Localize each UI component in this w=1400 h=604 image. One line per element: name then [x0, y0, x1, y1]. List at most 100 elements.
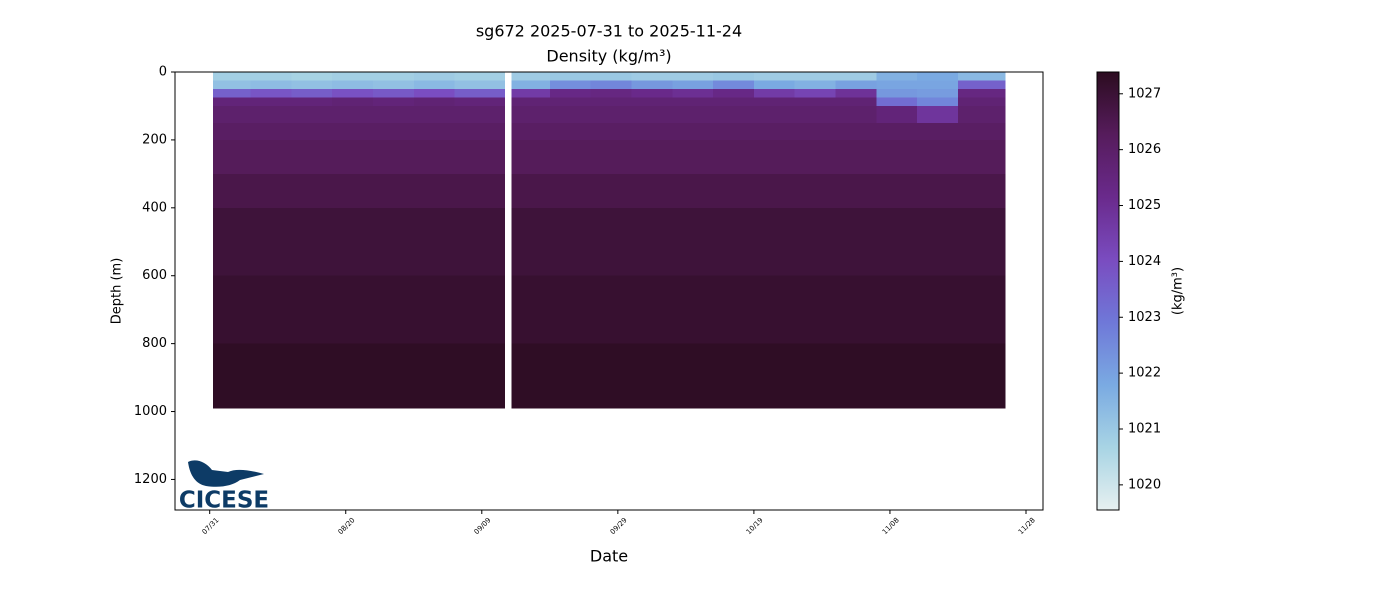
density-cell: [957, 343, 1006, 409]
density-cell: [876, 72, 918, 82]
density-cell: [291, 275, 333, 345]
density-cell: [957, 97, 1006, 107]
colorbar-tick-label: 1027: [1128, 86, 1161, 101]
density-cell: [753, 139, 796, 175]
density-cell: [250, 343, 292, 409]
y-axis-label: Depth (m): [110, 258, 125, 325]
density-cell: [917, 97, 959, 107]
density-cell: [631, 105, 673, 124]
x-tick-label: 11/08: [881, 516, 901, 536]
density-cell: [291, 80, 333, 90]
density-cell: [372, 105, 415, 124]
density-cell: [511, 88, 551, 99]
density-cell: [835, 105, 877, 124]
x-tick-label: 10/19: [745, 516, 765, 536]
density-cell: [590, 275, 633, 345]
density-cell: [672, 105, 714, 124]
density-cell: [454, 97, 505, 107]
density-cell: [753, 275, 796, 345]
density-cell: [413, 122, 456, 141]
density-cell: [213, 173, 252, 209]
density-cell: [794, 97, 837, 107]
density-cell: [454, 207, 505, 277]
density-cell: [511, 207, 551, 277]
density-cell: [332, 80, 374, 90]
density-cell: [413, 88, 456, 99]
density-cell: [631, 343, 673, 409]
density-cell: [549, 122, 592, 141]
density-cell: [672, 275, 714, 345]
density-cell: [713, 105, 755, 124]
density-cell: [794, 173, 837, 209]
y-tick-label: 1200: [134, 472, 167, 487]
density-cell: [713, 207, 755, 277]
density-cell: [250, 207, 292, 277]
density-cell: [549, 80, 592, 90]
y-tick-label: 200: [142, 132, 167, 147]
density-cell: [213, 139, 252, 175]
density-cell: [549, 139, 592, 175]
density-cell: [454, 80, 505, 90]
density-cell: [713, 173, 755, 209]
density-cell: [590, 97, 633, 107]
density-cell: [332, 207, 374, 277]
colorbar-tick-label: 1021: [1128, 421, 1161, 436]
density-cell: [917, 207, 959, 277]
density-cell: [291, 88, 333, 99]
density-cell: [332, 72, 374, 82]
density-cell: [753, 80, 796, 90]
density-cell: [413, 173, 456, 209]
density-cell: [876, 139, 918, 175]
density-cell: [549, 97, 592, 107]
density-cell: [454, 275, 505, 345]
section-cells: [213, 72, 1006, 409]
density-cell: [835, 139, 877, 175]
density-cell: [372, 139, 415, 175]
density-cell: [250, 80, 292, 90]
density-cell: [957, 105, 1006, 124]
density-cell: [835, 72, 877, 82]
density-cell: [794, 207, 837, 277]
density-cell: [332, 97, 374, 107]
density-cell: [291, 343, 333, 409]
colorbar-label: (kg/m³): [1171, 267, 1186, 315]
chart-subtitle: Density (kg/m³): [546, 47, 671, 66]
logo-text: CICESE: [179, 488, 269, 514]
density-cell: [511, 173, 551, 209]
density-cell: [672, 207, 714, 277]
density-cell: [631, 173, 673, 209]
density-cell: [794, 122, 837, 141]
density-cell: [672, 139, 714, 175]
density-cell: [213, 88, 252, 99]
density-cell: [511, 275, 551, 345]
density-cell: [672, 80, 714, 90]
density-cell: [957, 207, 1006, 277]
density-cell: [876, 80, 918, 90]
density-cell: [672, 343, 714, 409]
density-cell: [332, 88, 374, 99]
density-cell: [876, 173, 918, 209]
density-cell: [549, 173, 592, 209]
x-tick-label: 08/20: [337, 516, 357, 536]
density-cell: [332, 275, 374, 345]
density-cell: [511, 122, 551, 141]
density-cell: [250, 88, 292, 99]
density-cell: [590, 173, 633, 209]
density-cell: [413, 72, 456, 82]
density-cell: [213, 207, 252, 277]
density-cell: [332, 139, 374, 175]
density-cell: [250, 72, 292, 82]
density-cell: [876, 207, 918, 277]
density-cell: [372, 88, 415, 99]
density-cell: [917, 173, 959, 209]
density-cell: [713, 275, 755, 345]
density-cell: [794, 139, 837, 175]
density-cell: [876, 275, 918, 345]
density-cell: [835, 275, 877, 345]
density-cell: [713, 139, 755, 175]
density-cell: [794, 343, 837, 409]
x-axis-label: Date: [590, 547, 628, 566]
density-cell: [549, 88, 592, 99]
density-cell: [753, 72, 796, 82]
density-cell: [549, 275, 592, 345]
